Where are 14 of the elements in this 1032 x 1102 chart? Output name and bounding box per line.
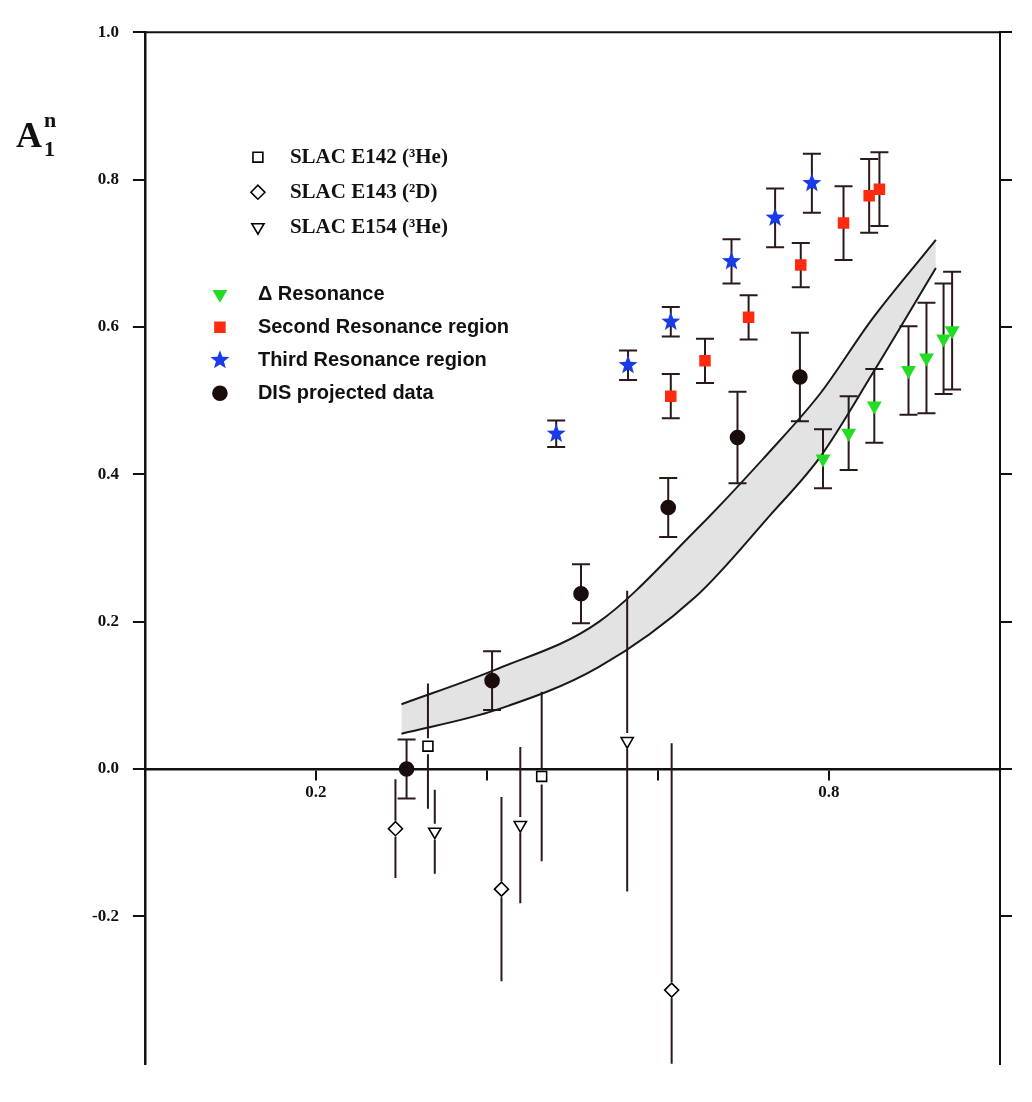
y-tick-label: 0.6 [97,316,119,336]
legend-label: Δ Resonance [257,281,385,304]
legend-label: DIS projected data [257,380,435,403]
y-tick-label: 0.4 [97,463,120,483]
y-tick-label: 0.0 [97,758,119,778]
y-tick-label: 0.8 [97,168,119,188]
legend-label: SLAC E142 (³He) [289,143,448,168]
y-tick-label: 1.0 [97,21,119,41]
legend-label: Third Resonance region [257,347,487,370]
y-tick-label: -0.2 [91,905,119,925]
legend-label: SLAC E154 (³He) [289,213,448,238]
legend-label: Second Resonance region [257,314,510,337]
y-tick-label: 0.2 [97,611,119,631]
legend-label: SLAC E143 (²D) [289,178,438,203]
